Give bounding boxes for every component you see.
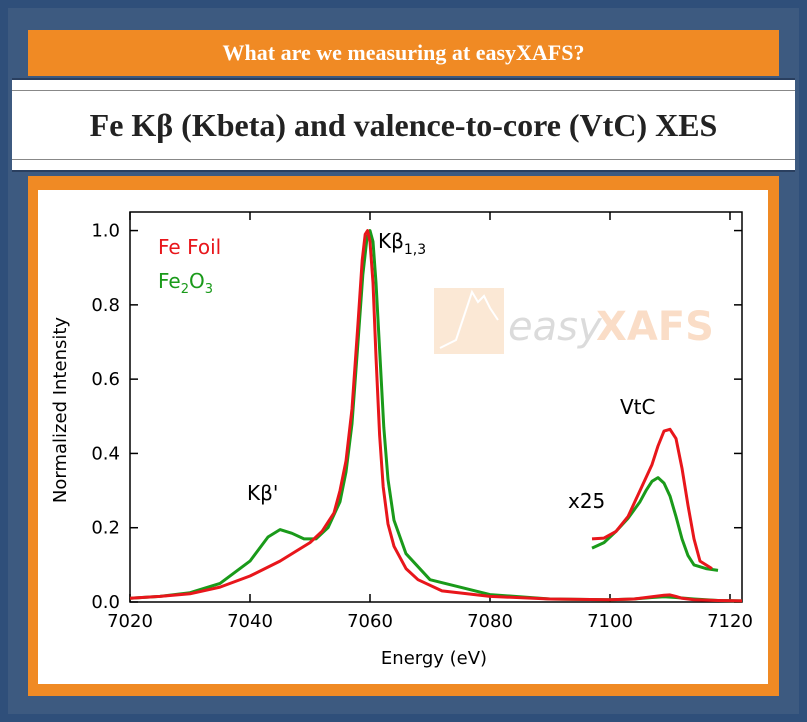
easyxafs-watermark: easy XAFS (434, 288, 714, 354)
x-tick-label-1: 7040 (227, 611, 273, 632)
y-tick-label-5: 1.0 (91, 221, 120, 242)
series-layer (129, 229, 743, 603)
legend-fe2o3-sub2: 2 (181, 282, 189, 297)
y-tick-label-0: 0.0 (91, 592, 120, 613)
series-line-0 (129, 229, 743, 603)
axis-ticks: 7020 7040 7060 7080 7100 7120 0.0 0.2 0.4 0.6 0.8 1… (91, 212, 753, 632)
annotation-kbprime: Kβ' (247, 481, 278, 505)
title-rule (12, 90, 795, 160)
page-title: Fe Kβ (Kbeta) and valence-to-core (VtC) … (89, 106, 718, 143)
chart-box: easy XAFS 7020 7040 7060 7080 7100 7120 0.0 0.2… (38, 190, 768, 684)
watermark-easy: easy (508, 304, 603, 350)
annotation-kb13-sub: 1,3 (404, 242, 426, 258)
annotation-kb13: Kβ1,3 (378, 229, 426, 258)
x-tick-label-0: 7020 (107, 611, 153, 632)
title-box: Fe Kβ (Kbeta) and valence-to-core (VtC) … (12, 78, 795, 172)
watermark-logo-box (434, 288, 504, 354)
y-tick-label-1: 0.2 (91, 518, 120, 539)
x-tick-label-2: 7060 (347, 611, 393, 632)
y-tick-label-3: 0.6 (91, 369, 120, 390)
x-tick-label-5: 7120 (707, 611, 753, 632)
y-axis-title: Normalized Intensity (50, 317, 71, 503)
annotation-vtc: VtC (620, 395, 656, 419)
y-tick-label-4: 0.8 (91, 295, 120, 316)
y-tick-label-2: 0.4 (91, 443, 120, 464)
annotation-kb13-main: Kβ (378, 229, 404, 253)
xes-chart: easy XAFS 7020 7040 7060 7080 7100 7120 0.0 0.2… (50, 211, 753, 669)
x-tick-label-3: 7080 (467, 611, 513, 632)
annotation-x25: x25 (568, 489, 605, 513)
watermark-logo-spectrum (439, 289, 499, 349)
legend-fe2o3-o: O (189, 269, 205, 293)
watermark-xafs: XAFS (596, 304, 714, 350)
legend-fe-foil: Fe Foil (158, 235, 221, 259)
x-tick-label-4: 7100 (587, 611, 633, 632)
x-axis-title: Energy (eV) (381, 648, 487, 669)
top-banner: What are we measuring at easyXAFS? (28, 30, 779, 76)
legend-fe2o3-sub3: 3 (205, 282, 213, 297)
banner-text: What are we measuring at easyXAFS? (222, 40, 585, 65)
legend-fe2o3: Fe2O3 (158, 269, 213, 297)
plot-frame (129, 211, 743, 603)
series-line-2 (591, 427, 713, 570)
